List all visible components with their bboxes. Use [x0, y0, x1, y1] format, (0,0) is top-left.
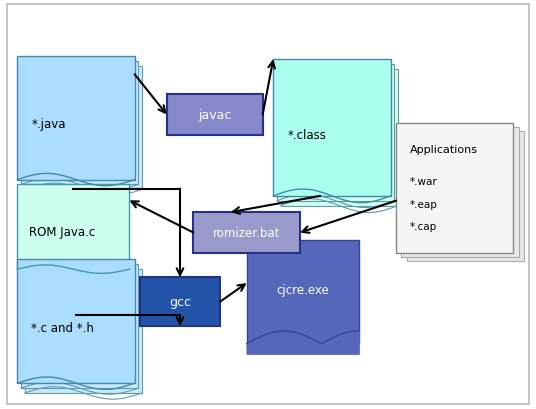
FancyBboxPatch shape [25, 66, 142, 190]
FancyBboxPatch shape [281, 70, 398, 206]
Text: *.cap: *.cap [410, 221, 437, 231]
Text: *.eap: *.eap [410, 199, 438, 209]
FancyBboxPatch shape [277, 65, 394, 201]
Text: *.c and *.h: *.c and *.h [32, 321, 94, 334]
Text: *.war: *.war [410, 177, 438, 187]
FancyBboxPatch shape [167, 95, 263, 135]
Text: cjcre.exe: cjcre.exe [276, 283, 329, 296]
FancyBboxPatch shape [140, 278, 220, 326]
Text: ROM Java.c: ROM Java.c [28, 225, 95, 238]
Text: *.java: *.java [32, 118, 66, 131]
FancyBboxPatch shape [193, 213, 300, 253]
FancyBboxPatch shape [17, 56, 135, 180]
Text: romizer.bat: romizer.bat [213, 227, 280, 239]
FancyBboxPatch shape [247, 240, 359, 344]
FancyBboxPatch shape [396, 123, 513, 253]
FancyBboxPatch shape [17, 260, 135, 383]
FancyBboxPatch shape [21, 265, 138, 388]
Text: gcc: gcc [169, 296, 191, 308]
Text: Applications: Applications [410, 144, 478, 154]
Text: javac: javac [198, 109, 232, 121]
FancyBboxPatch shape [21, 61, 138, 185]
FancyBboxPatch shape [401, 127, 519, 257]
FancyBboxPatch shape [25, 270, 142, 393]
FancyBboxPatch shape [407, 131, 524, 261]
FancyBboxPatch shape [273, 60, 391, 196]
FancyBboxPatch shape [17, 185, 129, 270]
Text: *.class: *.class [287, 128, 326, 142]
